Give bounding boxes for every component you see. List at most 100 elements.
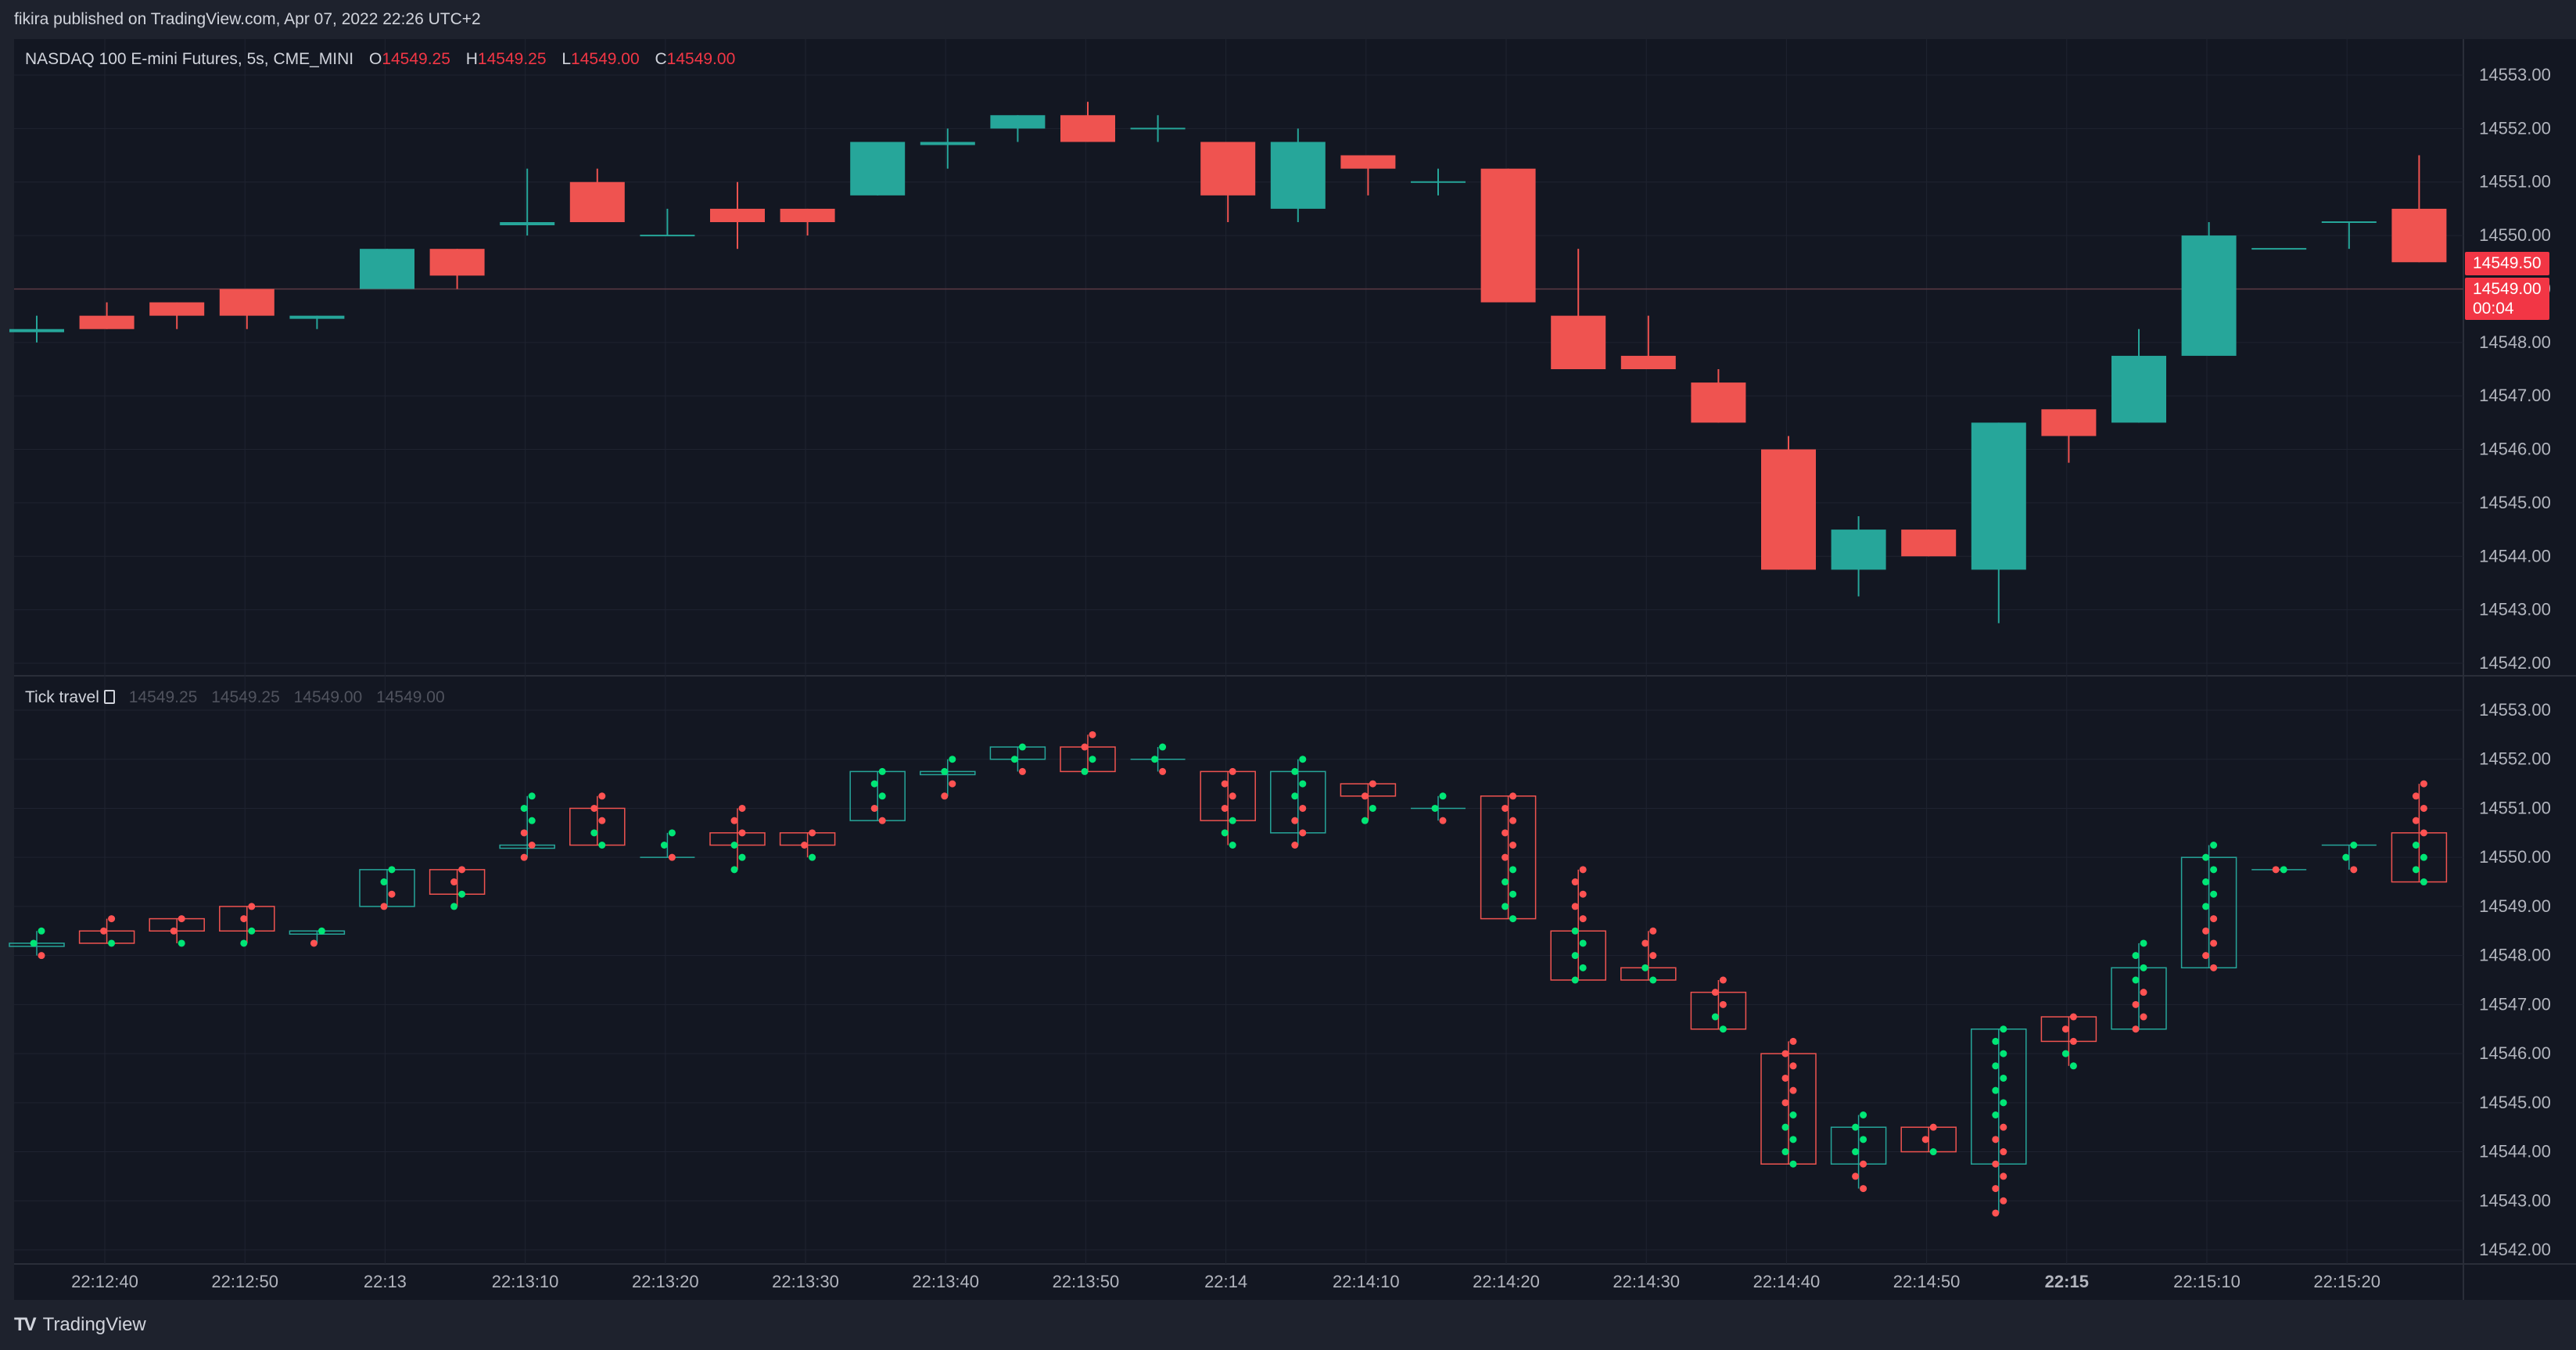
tick-dot xyxy=(1929,1148,1937,1156)
tick-dot xyxy=(2420,780,2427,788)
countdown-timer: 00:04 xyxy=(2473,300,2514,318)
tick-dot xyxy=(1361,792,1369,800)
tick-dot xyxy=(2132,1000,2140,1008)
close-label: C xyxy=(655,50,667,68)
tick-dot xyxy=(870,804,878,812)
tick-dot xyxy=(1579,890,1587,898)
candle-body xyxy=(219,289,274,316)
tick-dot xyxy=(2140,989,2147,996)
tick-travel-candles xyxy=(9,731,2448,1217)
tick-dot xyxy=(170,927,178,935)
time-tick-label: 22:14:20 xyxy=(1473,1272,1540,1291)
high-label: H xyxy=(465,50,478,68)
price-tick-label: 14546.00 xyxy=(2479,1043,2551,1063)
tick-dot xyxy=(1649,952,1657,960)
time-tick-label: 22:13 xyxy=(364,1272,407,1291)
price-tick-label: 14547.00 xyxy=(2479,386,2551,405)
tick-dot xyxy=(2412,866,2420,874)
tick-dot xyxy=(730,817,738,824)
candle-body xyxy=(9,329,64,332)
tick-body xyxy=(429,869,486,895)
tick-dot xyxy=(1789,1160,1797,1168)
price-tick-label: 14547.00 xyxy=(2479,994,2551,1014)
price-tick-label: 14544.00 xyxy=(2479,546,2551,565)
open-label: O xyxy=(368,50,382,68)
grid-lines xyxy=(14,39,2576,1300)
published-text: fikira published on TradingView.com, Apr… xyxy=(14,10,481,28)
time-axis: 22:12:40 22:12:50 22:13 22:13:10 22:13:20 22:… xyxy=(71,1272,2380,1291)
tick-dot xyxy=(1089,731,1096,738)
tick-dot xyxy=(2280,866,2287,874)
tick-dot xyxy=(1081,767,1089,775)
time-tick-label: 22:14:10 xyxy=(1333,1272,1400,1291)
tick-dot xyxy=(1229,817,1236,824)
tick-dot xyxy=(941,767,949,775)
candle-body xyxy=(2111,355,2166,423)
candle-body xyxy=(289,315,345,319)
time-tick-label: 22:14:40 xyxy=(1753,1272,1821,1291)
indicator-name[interactable]: Tick travel xyxy=(25,688,99,706)
tick-dot xyxy=(1501,804,1509,812)
tick-dot xyxy=(1579,939,1587,947)
price-tick-label: 14542.00 xyxy=(2479,653,2551,673)
tick-dot xyxy=(1229,767,1236,775)
tick-dot xyxy=(1439,817,1447,824)
tick-dot xyxy=(1719,976,1727,984)
brand[interactable]: TV TradingView xyxy=(14,1314,146,1336)
tick-dot xyxy=(878,792,886,800)
candle-body xyxy=(1620,355,1676,369)
tick-body xyxy=(289,930,346,935)
high-price-label: 14549.50 xyxy=(2465,252,2549,275)
price-tick-label: 14545.00 xyxy=(2479,493,2551,512)
tick-dot xyxy=(1509,890,1517,898)
tick-dot xyxy=(878,767,886,775)
tick-body xyxy=(219,906,275,932)
tick-dot xyxy=(1719,1025,1727,1033)
indicator-value-3: 14549.00 xyxy=(293,688,363,706)
tick-dot xyxy=(528,817,536,824)
tick-dot xyxy=(2412,842,2420,849)
tick-dot xyxy=(248,927,256,935)
symbol-name[interactable]: NASDAQ 100 E-mini Futures, 5s, CME_MINI xyxy=(25,50,354,68)
time-tick-label: 22:14 xyxy=(1204,1272,1247,1291)
indicator-legend: Tick travel 14549.25 14549.25 14549.00 1… xyxy=(25,688,445,707)
tick-dot xyxy=(1789,1086,1797,1094)
tick-dot xyxy=(2202,952,2210,960)
tick-dot xyxy=(458,866,466,874)
tick-dot xyxy=(2140,964,2147,971)
tick-dot xyxy=(458,890,466,898)
tick-dot xyxy=(2342,853,2350,861)
tick-body xyxy=(1900,1126,1957,1153)
tick-dot xyxy=(801,842,809,849)
tick-dot xyxy=(108,915,116,923)
tick-body xyxy=(499,844,555,849)
tick-dot xyxy=(2272,866,2280,874)
candle-body xyxy=(1971,422,2026,570)
price-tick-label: 14550.00 xyxy=(2479,225,2551,245)
tick-dot xyxy=(528,842,536,849)
tick-dot xyxy=(1081,743,1089,751)
tick-dot xyxy=(1509,842,1517,849)
indicator-value-1: 14549.25 xyxy=(128,688,198,706)
tick-dot xyxy=(1992,1185,2000,1193)
tick-dot xyxy=(240,939,248,947)
tick-dot xyxy=(1291,792,1299,800)
price-tick-label: 14549.00 xyxy=(2479,896,2551,916)
price-axis: 14553.00 14552.00 14551.00 14550.00 14549.00… xyxy=(2479,65,2551,1259)
tick-dot xyxy=(2061,1050,2069,1057)
tick-dot xyxy=(1789,1136,1797,1144)
time-tick-label: 22:14:50 xyxy=(1893,1272,1961,1291)
tick-dot xyxy=(2210,964,2218,971)
tick-dot xyxy=(2420,804,2427,812)
tick-dot xyxy=(520,804,528,812)
tick-dot xyxy=(1649,976,1657,984)
tick-dot xyxy=(1159,743,1167,751)
tick-dot xyxy=(2069,1062,2077,1070)
tick-dot xyxy=(2140,939,2147,947)
tick-dot xyxy=(2210,842,2218,849)
tick-dot xyxy=(1781,1123,1789,1131)
tick-dot xyxy=(1221,780,1229,788)
settings-icon[interactable] xyxy=(103,690,115,704)
tick-dot xyxy=(1921,1136,1929,1144)
